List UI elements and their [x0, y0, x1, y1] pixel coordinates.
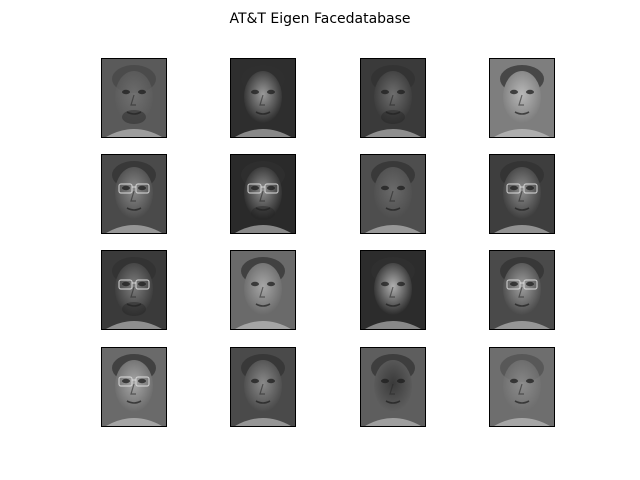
eigenface-graphic	[361, 251, 425, 329]
eigenface-graphic	[490, 155, 554, 233]
eigenface-image-3	[360, 58, 426, 138]
eigenface-graphic	[490, 251, 554, 329]
eigenface-image-5	[101, 154, 167, 234]
eigenface-image-1	[101, 58, 167, 138]
figure-title: AT&T Eigen Facedatabase	[229, 11, 411, 27]
eigenface-graphic	[361, 155, 425, 233]
eigenface-graphic	[231, 59, 295, 137]
eigenface-image-8	[489, 154, 555, 234]
eigenface-image-14	[230, 347, 296, 427]
eigenface-graphic	[102, 348, 166, 426]
eigenface-image-16	[489, 347, 555, 427]
eigenface-graphic	[231, 348, 295, 426]
eigenface-image-9	[101, 250, 167, 330]
eigenface-image-15	[360, 347, 426, 427]
eigenface-image-12	[489, 250, 555, 330]
eigenface-image-13	[101, 347, 167, 427]
eigenface-image-2	[230, 58, 296, 138]
eigenface-graphic	[490, 59, 554, 137]
eigenface-image-4	[489, 58, 555, 138]
eigenface-graphic	[102, 251, 166, 329]
eigenface-graphic	[361, 348, 425, 426]
eigenface-graphic	[361, 59, 425, 137]
eigenface-image-11	[360, 250, 426, 330]
eigenface-graphic	[490, 348, 554, 426]
eigenface-image-7	[360, 154, 426, 234]
eigenface-graphic	[102, 59, 166, 137]
eigenface-graphic	[102, 155, 166, 233]
eigenface-image-6	[230, 154, 296, 234]
eigenface-graphic	[231, 155, 295, 233]
eigenface-image-10	[230, 250, 296, 330]
eigenface-graphic	[231, 251, 295, 329]
